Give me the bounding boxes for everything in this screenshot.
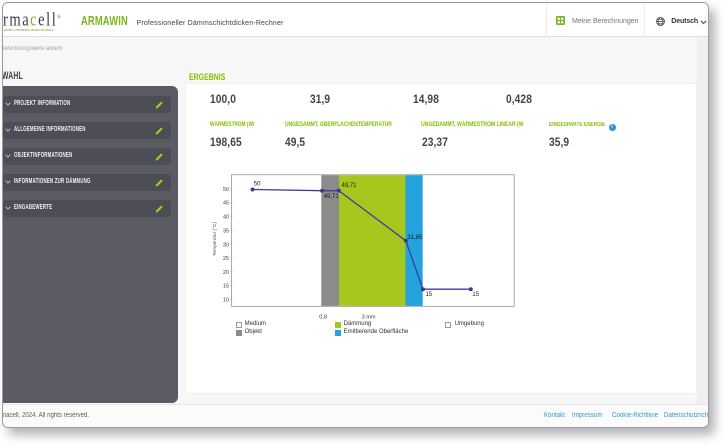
svg-text:35: 35 [223,228,229,234]
svg-text:49,71: 49,71 [342,183,358,189]
svg-text:25: 25 [223,256,229,262]
svg-text:50: 50 [254,182,261,188]
svg-text:49,71: 49,71 [324,194,340,200]
svg-text:45: 45 [223,201,229,207]
svg-text:20: 20 [223,270,229,276]
svg-text:15: 15 [426,292,433,298]
svg-text:3 mm: 3 mm [362,315,376,321]
svg-text:40: 40 [223,214,229,220]
svg-text:50: 50 [223,187,229,193]
svg-text:0,8: 0,8 [319,315,327,321]
svg-text:Temperatur (°C): Temperatur (°C) [212,222,218,257]
svg-text:15: 15 [223,284,229,290]
svg-text:15: 15 [472,292,479,298]
svg-text:10: 10 [223,297,229,303]
svg-text:31,85: 31,85 [407,235,423,241]
svg-text:30: 30 [223,242,229,248]
